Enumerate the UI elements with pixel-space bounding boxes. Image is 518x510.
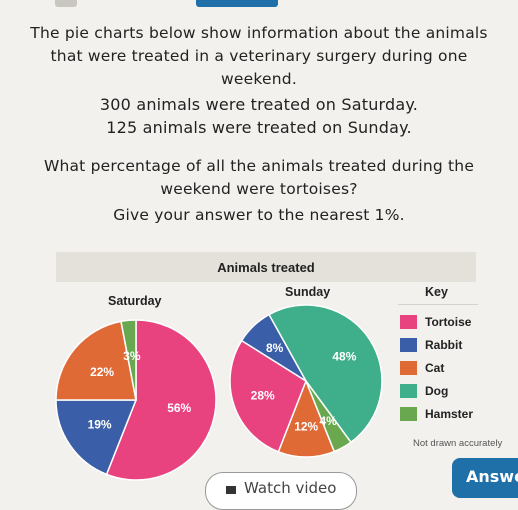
key-divider <box>398 304 478 305</box>
saturday-data-label: 56% <box>167 401 191 415</box>
striped-swatch-icon <box>400 338 417 352</box>
saturday-count-line: 300 animals were treated on Saturday. <box>99 95 419 114</box>
sunday-slice-tortoise <box>229 339 307 453</box>
checked-swatch-icon <box>400 407 417 421</box>
question-line: weekend. <box>221 70 297 88</box>
not-drawn-accurately-note: Not drawn accurately <box>413 438 503 449</box>
saturday-pie-chart: 56% 19% 22% 3% <box>55 319 217 481</box>
figure-banner: Animals treated <box>56 252 476 282</box>
dotted-swatch-icon <box>400 361 417 375</box>
answer-label: Answer <box>466 467 518 486</box>
sunday-data-label: 4% <box>319 414 337 428</box>
pie-chart-figure: Animals treated Saturday Sunday 56% 19% 22… <box>0 252 518 494</box>
top-tabs <box>0 0 518 8</box>
solid-swatch-icon <box>400 315 417 329</box>
video-camera-icon <box>226 486 236 494</box>
key-label: Cat <box>425 361 445 375</box>
key-label: Dog <box>425 384 449 398</box>
key-label: Hamster <box>425 407 474 421</box>
question-line: What percentage of all the animals treat… <box>43 157 475 175</box>
sunday-data-label: 28% <box>251 388 275 402</box>
question-line: The pie charts below show information ab… <box>30 24 488 42</box>
key-title: Key <box>425 285 448 299</box>
saturday-slice-rabbit <box>55 399 138 476</box>
sunday-slice-hamster <box>305 380 353 453</box>
sunday-data-label: 48% <box>332 349 356 363</box>
solid-swatch-icon <box>400 384 417 398</box>
saturday-chart-label: Saturday <box>108 294 162 308</box>
answer-button[interactable]: Answer <box>452 458 518 498</box>
sunday-data-label: 8% <box>266 341 284 355</box>
tab-indicator[interactable] <box>55 0 77 7</box>
key-label: Rabbit <box>425 338 463 352</box>
question-line: that were treated in a veterinary surger… <box>50 47 468 65</box>
saturday-data-label: 19% <box>88 418 112 432</box>
sunday-slice-dog <box>268 304 383 444</box>
sunday-pie-chart: 12% 28% 8% 48% 4% <box>229 304 383 458</box>
saturday-data-label: 22% <box>90 365 114 379</box>
watch-video-button[interactable]: Watch video <box>205 472 357 510</box>
saturday-slice-hamster <box>120 319 137 401</box>
key-label: Tortoise <box>425 315 472 329</box>
sunday-chart-label: Sunday <box>285 285 331 299</box>
sunday-data-label: 12% <box>294 420 318 434</box>
saturday-slice-cat <box>55 320 137 401</box>
tab-indicator-active[interactable] <box>196 0 278 7</box>
figure-title: Animals treated <box>217 260 315 275</box>
question-line: weekend were tortoises? <box>160 180 358 198</box>
sunday-count-line: 125 animals were treated on Sunday. <box>106 118 412 137</box>
rounding-instruction: Give your answer to the nearest 1%. <box>113 206 405 224</box>
saturday-slice-tortoise <box>105 319 217 481</box>
saturday-data-label: 3% <box>123 349 141 363</box>
watch-video-label: Watch video <box>244 479 337 497</box>
question-text: The pie charts below show information ab… <box>0 22 518 227</box>
